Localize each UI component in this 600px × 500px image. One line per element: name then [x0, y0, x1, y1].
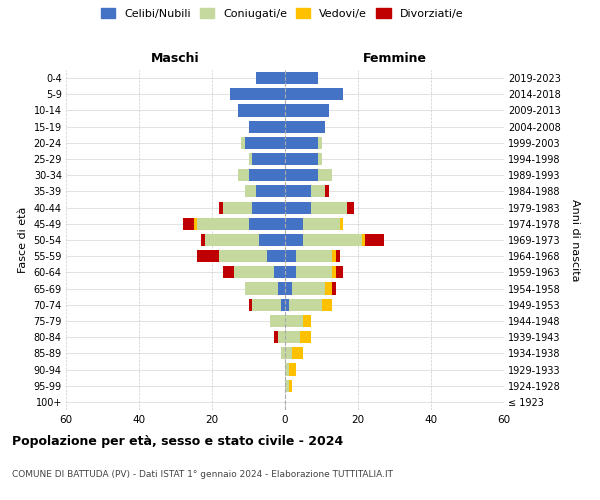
Bar: [303, 218, 340, 230]
Bar: [285, 380, 289, 392]
Bar: [252, 298, 281, 311]
Text: Popolazione per età, sesso e stato civile - 2024: Popolazione per età, sesso e stato civil…: [12, 435, 343, 448]
Bar: [325, 282, 332, 294]
Bar: [285, 282, 292, 294]
Bar: [336, 250, 340, 262]
Bar: [223, 266, 234, 278]
Bar: [259, 234, 285, 246]
Bar: [285, 315, 303, 327]
Bar: [223, 202, 252, 213]
Bar: [322, 298, 332, 311]
Bar: [256, 72, 285, 84]
Bar: [220, 250, 267, 262]
Bar: [292, 282, 325, 294]
Bar: [285, 250, 296, 262]
Bar: [285, 88, 343, 101]
Bar: [318, 153, 322, 165]
Bar: [285, 169, 318, 181]
Bar: [274, 331, 278, 343]
Bar: [197, 250, 220, 262]
Bar: [285, 348, 292, 360]
Bar: [183, 218, 194, 230]
Bar: [248, 169, 285, 181]
Bar: [296, 250, 332, 262]
Bar: [205, 234, 259, 246]
Bar: [362, 234, 365, 246]
Bar: [285, 234, 303, 246]
Bar: [201, 234, 205, 246]
Bar: [299, 331, 311, 343]
Bar: [311, 202, 347, 213]
Bar: [245, 282, 278, 294]
Bar: [274, 266, 285, 278]
Bar: [347, 202, 355, 213]
Bar: [248, 218, 285, 230]
Bar: [318, 137, 322, 149]
Bar: [285, 137, 318, 149]
Bar: [278, 282, 285, 294]
Bar: [252, 202, 285, 213]
Bar: [248, 153, 252, 165]
Bar: [281, 298, 285, 311]
Bar: [245, 137, 285, 149]
Bar: [292, 348, 303, 360]
Bar: [285, 266, 296, 278]
Bar: [197, 218, 248, 230]
Bar: [332, 282, 336, 294]
Bar: [256, 186, 285, 198]
Bar: [285, 218, 303, 230]
Bar: [248, 298, 252, 311]
Bar: [289, 364, 296, 376]
Bar: [285, 364, 289, 376]
Bar: [238, 169, 248, 181]
Bar: [285, 202, 311, 213]
Y-axis label: Fasce di età: Fasce di età: [18, 207, 28, 273]
Bar: [271, 315, 285, 327]
Legend: Celibi/Nubili, Coniugati/e, Vedovi/e, Divorziati/e: Celibi/Nubili, Coniugati/e, Vedovi/e, Di…: [101, 8, 463, 19]
Bar: [325, 186, 329, 198]
Bar: [230, 88, 285, 101]
Bar: [365, 234, 383, 246]
Bar: [318, 169, 332, 181]
Bar: [278, 331, 285, 343]
Bar: [234, 266, 274, 278]
Bar: [289, 380, 292, 392]
Bar: [238, 104, 285, 117]
Bar: [311, 186, 325, 198]
Bar: [248, 120, 285, 132]
Bar: [340, 218, 343, 230]
Bar: [245, 186, 256, 198]
Text: Femmine: Femmine: [362, 52, 427, 65]
Bar: [296, 266, 332, 278]
Bar: [336, 266, 343, 278]
Bar: [285, 104, 329, 117]
Text: Maschi: Maschi: [151, 52, 200, 65]
Bar: [285, 298, 289, 311]
Bar: [285, 72, 318, 84]
Bar: [303, 234, 362, 246]
Bar: [220, 202, 223, 213]
Text: COMUNE DI BATTUDA (PV) - Dati ISTAT 1° gennaio 2024 - Elaborazione TUTTITALIA.IT: COMUNE DI BATTUDA (PV) - Dati ISTAT 1° g…: [12, 470, 393, 479]
Bar: [252, 153, 285, 165]
Bar: [285, 186, 311, 198]
Bar: [281, 348, 285, 360]
Bar: [289, 298, 322, 311]
Bar: [241, 137, 245, 149]
Bar: [285, 153, 318, 165]
Bar: [285, 120, 325, 132]
Bar: [285, 331, 299, 343]
Bar: [267, 250, 285, 262]
Bar: [332, 266, 336, 278]
Y-axis label: Anni di nascita: Anni di nascita: [571, 198, 580, 281]
Bar: [194, 218, 197, 230]
Bar: [332, 250, 336, 262]
Bar: [303, 315, 311, 327]
